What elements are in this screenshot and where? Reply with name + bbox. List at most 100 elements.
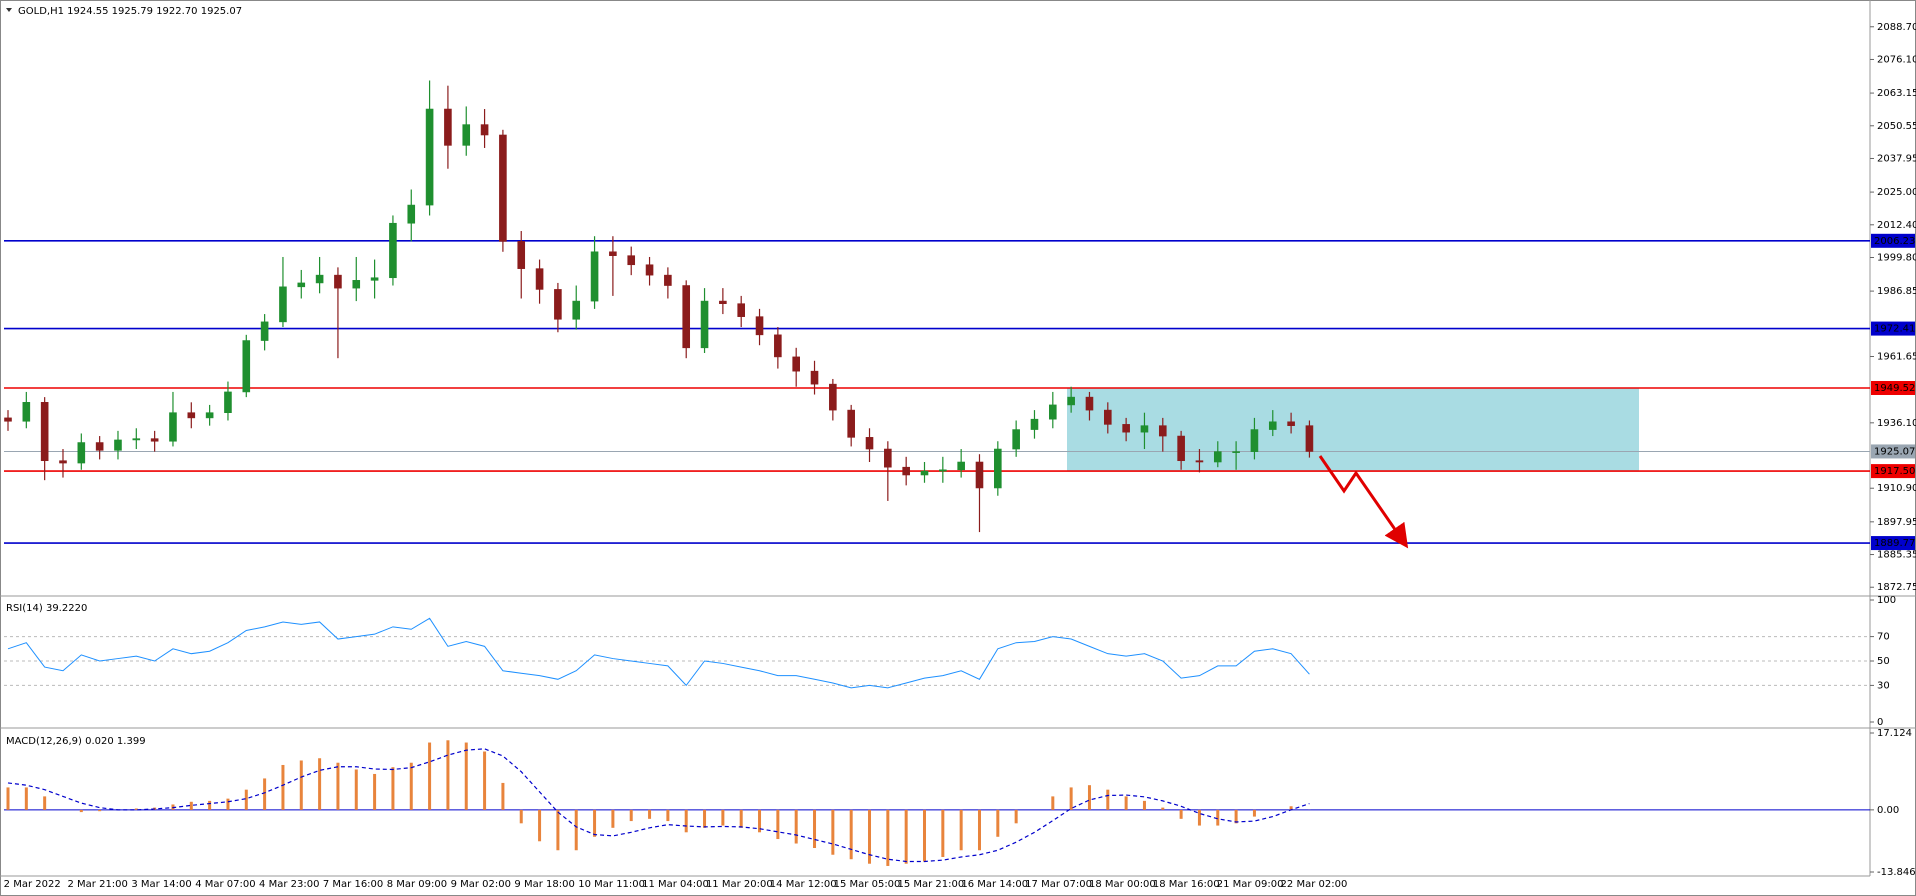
candle-body — [95, 442, 104, 451]
macd-bar — [464, 742, 468, 810]
candle-body — [315, 274, 324, 284]
macd-bar — [977, 809, 981, 851]
candle-body — [1177, 435, 1185, 462]
macd-bar — [593, 809, 597, 837]
candle-body — [1195, 460, 1204, 463]
macd-bar — [629, 809, 633, 822]
macd-bar — [684, 809, 688, 833]
macd-bar — [281, 764, 285, 810]
macd-bar — [244, 789, 248, 810]
candle-body — [774, 334, 782, 358]
candle-body — [700, 300, 709, 349]
macd-bar — [574, 809, 578, 851]
macd-bar — [1087, 785, 1091, 810]
macd-bar — [1161, 807, 1165, 810]
candle-body — [4, 417, 12, 422]
macd-bar — [1069, 787, 1073, 810]
macd-bar — [666, 809, 670, 822]
candle-body — [1287, 421, 1295, 426]
y-tick-label: -13.846 — [1877, 867, 1916, 878]
candle-body — [242, 340, 251, 393]
macd-bar — [886, 809, 890, 866]
candle-body — [590, 251, 599, 302]
x-tick-label: 17 Mar 07:00 — [1025, 879, 1092, 890]
macd-bar — [1216, 809, 1220, 826]
candle-body — [114, 439, 122, 451]
candle-body — [150, 438, 159, 442]
candle-body — [370, 277, 379, 281]
y-tick-label: 1885.35 — [1877, 550, 1916, 561]
candle-body — [957, 461, 965, 471]
x-tick-label: 21 Mar 09:00 — [1217, 879, 1284, 890]
macd-bar — [739, 809, 743, 828]
x-tick-label: 22 Mar 02:00 — [1281, 879, 1348, 890]
x-tick-label: 16 Mar 14:00 — [961, 879, 1028, 890]
y-tick-label: 1897.95 — [1877, 517, 1916, 528]
y-tick-label: 1936.10 — [1877, 418, 1916, 429]
y-tick-label: 30 — [1877, 680, 1890, 691]
y-tick-label: 1961.65 — [1877, 352, 1916, 363]
candle-body — [975, 461, 984, 489]
macd-bar — [1051, 796, 1055, 810]
x-tick-label: 2 Mar 2022 — [4, 879, 61, 890]
y-tick-label: 70 — [1877, 632, 1890, 643]
y-tick-label: 100 — [1877, 595, 1896, 606]
candle-body — [847, 409, 855, 438]
candle-body — [792, 356, 800, 372]
macd-bar — [1252, 809, 1256, 817]
candle-body — [884, 448, 892, 468]
pane-title: MACD(12,26,9) 0.020 1.399 — [6, 736, 146, 747]
macd-bar — [446, 740, 450, 810]
candle-body — [352, 280, 361, 289]
level-label-box — [1871, 321, 1915, 336]
level-label: 1889.77 — [1874, 538, 1915, 549]
macd-bar — [611, 809, 615, 828]
macd-bar — [996, 809, 1000, 837]
macd-bar — [373, 773, 377, 810]
candle-body — [187, 412, 196, 419]
macd-bar — [959, 809, 963, 851]
macd-bar — [391, 767, 395, 810]
forecast-arrow — [1318, 455, 1409, 549]
candle-body — [462, 124, 471, 146]
macd-bar — [758, 809, 762, 833]
candle-body — [407, 204, 416, 224]
candle-body — [480, 124, 489, 136]
candle-body — [920, 470, 929, 476]
candle-body — [755, 316, 764, 336]
level-label-box — [1871, 380, 1915, 395]
candle-body — [205, 412, 214, 419]
candle-body — [682, 285, 691, 349]
y-tick-label: 2037.95 — [1877, 153, 1916, 164]
candle-body — [260, 321, 269, 341]
candle-body — [389, 222, 397, 279]
level-label: 1949.52 — [1874, 383, 1915, 394]
candle-body — [645, 264, 654, 276]
candle-body — [77, 442, 86, 464]
x-tick-label: 18 Mar 00:00 — [1089, 879, 1156, 890]
candle-body — [1030, 418, 1039, 430]
macd-bar — [831, 809, 835, 855]
candle-body — [425, 108, 434, 206]
y-tick-label: 1999.80 — [1877, 252, 1916, 263]
macd-bar — [189, 801, 193, 810]
candle-body — [517, 241, 526, 269]
candle-body — [609, 251, 617, 256]
candle-body — [169, 412, 177, 442]
y-tick-label: 2050.55 — [1877, 121, 1916, 132]
candle-body — [1305, 425, 1314, 452]
level-label-box — [1871, 444, 1915, 459]
macd-bar — [501, 782, 505, 810]
x-tick-label: 14 Mar 12:00 — [770, 879, 837, 890]
candle-body — [719, 300, 727, 304]
x-tick-label: 11 Mar 20:00 — [706, 879, 773, 890]
x-tick-label: 9 Mar 02:00 — [451, 879, 511, 890]
candle-body — [664, 274, 672, 286]
macd-bar — [208, 800, 212, 810]
y-tick-label: 50 — [1877, 656, 1890, 667]
macd-bar — [134, 808, 138, 810]
candle-body — [902, 466, 910, 476]
macd-bar — [776, 809, 780, 840]
